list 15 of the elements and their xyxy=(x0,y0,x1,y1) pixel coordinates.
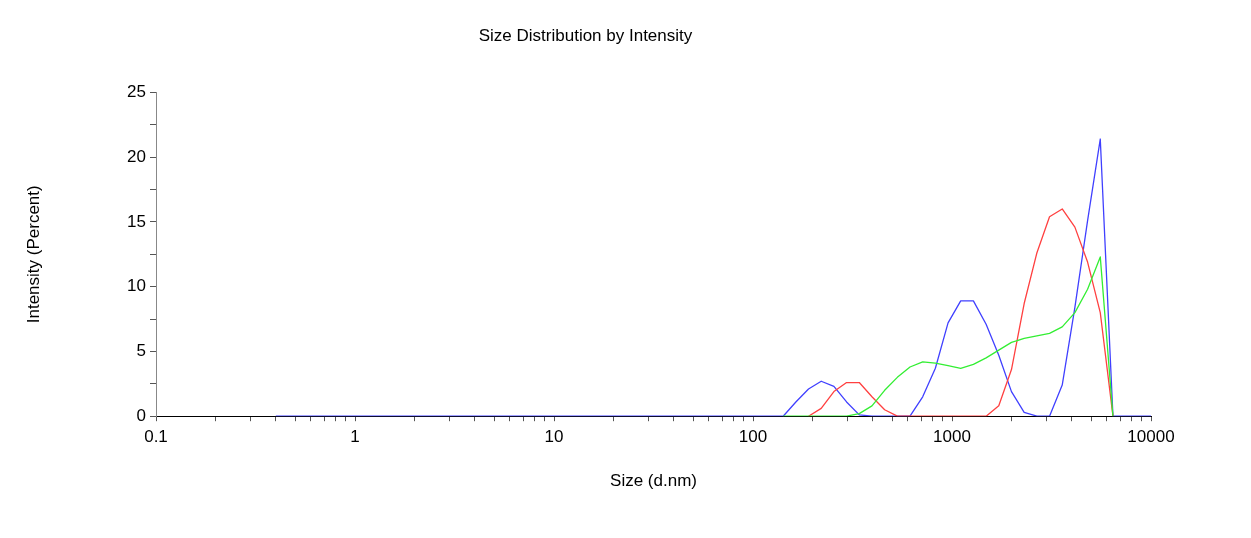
x-tick-label: 10000 xyxy=(1127,427,1175,447)
y-tick-label: 0 xyxy=(136,405,146,425)
y-tick-label: 20 xyxy=(127,146,146,166)
chart-title: Size Distribution by Intensity xyxy=(478,25,693,45)
x-tick-label: 100 xyxy=(738,427,768,447)
x-tick-label: 1 xyxy=(350,427,360,447)
y-axis-title: Intensity (Percent) xyxy=(23,185,43,324)
x-tick-label: 1000 xyxy=(933,427,971,447)
x-tick-label: 0.1 xyxy=(144,427,168,447)
y-tick-label: 5 xyxy=(136,341,146,361)
y-tick-label: 10 xyxy=(127,276,146,296)
y-tick-label: 15 xyxy=(127,211,146,231)
x-tick-label: 10 xyxy=(544,427,564,447)
y-tick-label: 25 xyxy=(127,82,146,102)
x-axis-title: Size (d.nm) xyxy=(610,471,697,491)
